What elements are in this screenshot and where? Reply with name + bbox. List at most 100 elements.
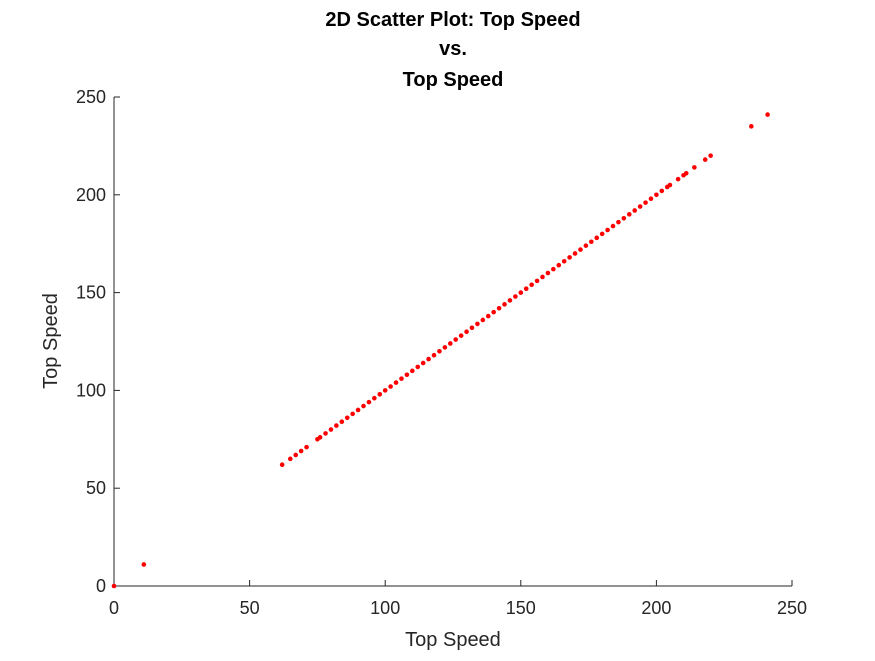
- scatter-point: [304, 444, 309, 450]
- y-axis-ticks: 0 50 100 150 200 250: [76, 87, 120, 596]
- x-axis-label: Top Speed: [405, 629, 501, 651]
- y-axis-label: Top Speed: [40, 293, 62, 389]
- scatter-point: [556, 262, 562, 268]
- scatter-point: [317, 435, 323, 440]
- scatter-point: [632, 208, 638, 213]
- scatter-point: [111, 583, 117, 589]
- scatter-point: [475, 321, 480, 327]
- chart-title-line-1: 2D Scatter Plot: Top Speed: [325, 9, 580, 31]
- scatter-point: [502, 302, 507, 307]
- scatter-point: [621, 215, 627, 221]
- scatter-point: [583, 243, 589, 248]
- x-tick-label: 200: [641, 598, 671, 618]
- scatter-point: [399, 376, 404, 381]
- scatter-point: [605, 227, 610, 233]
- scatter-point: [551, 266, 556, 272]
- chart-title-line-2: vs.: [439, 38, 467, 60]
- scatter-point: [447, 341, 453, 346]
- scatter-point: [437, 348, 442, 354]
- scatter-point: [610, 223, 616, 229]
- scatter-point: [765, 112, 770, 117]
- scatter-point: [572, 251, 578, 256]
- scatter-point: [420, 360, 426, 366]
- scatter-points: [111, 112, 770, 589]
- scatter-point: [464, 329, 469, 335]
- scatter-point: [702, 157, 708, 162]
- scatter-point: [366, 399, 372, 405]
- scatter-point: [675, 176, 681, 182]
- x-tick-label: 150: [506, 598, 536, 618]
- y-tick-label: 250: [76, 87, 106, 107]
- scatter-point: [339, 419, 345, 424]
- scatter-point: [388, 384, 393, 389]
- scatter-point: [749, 124, 754, 129]
- x-tick-label: 100: [370, 598, 400, 618]
- scatter-point: [567, 255, 572, 260]
- scatter-point: [355, 407, 361, 413]
- scatter-point: [594, 235, 600, 241]
- scatter-point: [361, 403, 366, 409]
- y-tick-label: 150: [76, 283, 106, 303]
- scatter-point: [410, 368, 415, 374]
- scatter-point: [513, 294, 518, 299]
- scatter-point: [578, 247, 583, 252]
- scatter-point: [426, 356, 431, 362]
- scatter-point: [637, 204, 643, 209]
- x-tick-label: 250: [777, 598, 807, 618]
- scatter-point: [328, 427, 334, 432]
- scatter-point: [344, 415, 350, 421]
- y-tick-label: 200: [76, 185, 106, 205]
- scatter-point: [393, 380, 399, 385]
- x-tick-label: 0: [109, 598, 119, 618]
- scatter-point: [377, 392, 383, 397]
- scatter-point: [141, 562, 147, 567]
- scatter-point: [480, 317, 486, 323]
- x-axis-ticks: 0 50 100 150 200 250: [109, 580, 807, 618]
- y-tick-label: 100: [76, 380, 106, 400]
- y-tick-label: 0: [96, 576, 106, 596]
- scatter-point: [643, 200, 648, 205]
- chart-title: 2D Scatter Plot: Top Speed vs. Top Speed: [325, 9, 580, 91]
- scatter-point: [350, 411, 355, 417]
- y-tick-label: 50: [86, 478, 106, 498]
- scatter-point: [287, 456, 293, 462]
- scatter-point: [496, 305, 502, 311]
- chart-title-line-3: Top Speed: [403, 69, 504, 91]
- scatter-point: [529, 282, 534, 288]
- scatter-point: [616, 219, 621, 225]
- scatter-point: [599, 231, 605, 237]
- scatter-point: [659, 188, 665, 194]
- scatter-point: [507, 298, 513, 303]
- scatter-point: [442, 345, 448, 350]
- scatter-point: [382, 388, 388, 393]
- scatter-point: [683, 170, 689, 176]
- scatter-point: [667, 182, 673, 188]
- scatter-point: [469, 325, 475, 331]
- scatter-point: [431, 352, 437, 358]
- scatter-point: [626, 212, 632, 217]
- scatter-point: [491, 309, 496, 315]
- scatter-point: [334, 423, 339, 428]
- scatter-point: [654, 192, 659, 198]
- scatter-point: [298, 448, 304, 454]
- scatter-point: [404, 372, 410, 378]
- scatter-point: [323, 431, 328, 436]
- scatter-point: [279, 462, 285, 468]
- scatter-point: [692, 165, 697, 170]
- scatter-point: [545, 270, 551, 276]
- scatter-point: [458, 333, 464, 338]
- scatter-point: [372, 395, 377, 401]
- scatter-point: [561, 259, 567, 264]
- scatter-point: [485, 313, 491, 319]
- x-tick-label: 50: [240, 598, 260, 618]
- scatter-point: [540, 274, 545, 280]
- scatter-point: [415, 364, 421, 370]
- scatter-point: [589, 239, 594, 245]
- scatter-point: [453, 337, 459, 342]
- scatter-point: [523, 286, 529, 291]
- scatter-point: [293, 452, 299, 458]
- scatter-point: [648, 196, 654, 202]
- scatter-point: [518, 290, 524, 295]
